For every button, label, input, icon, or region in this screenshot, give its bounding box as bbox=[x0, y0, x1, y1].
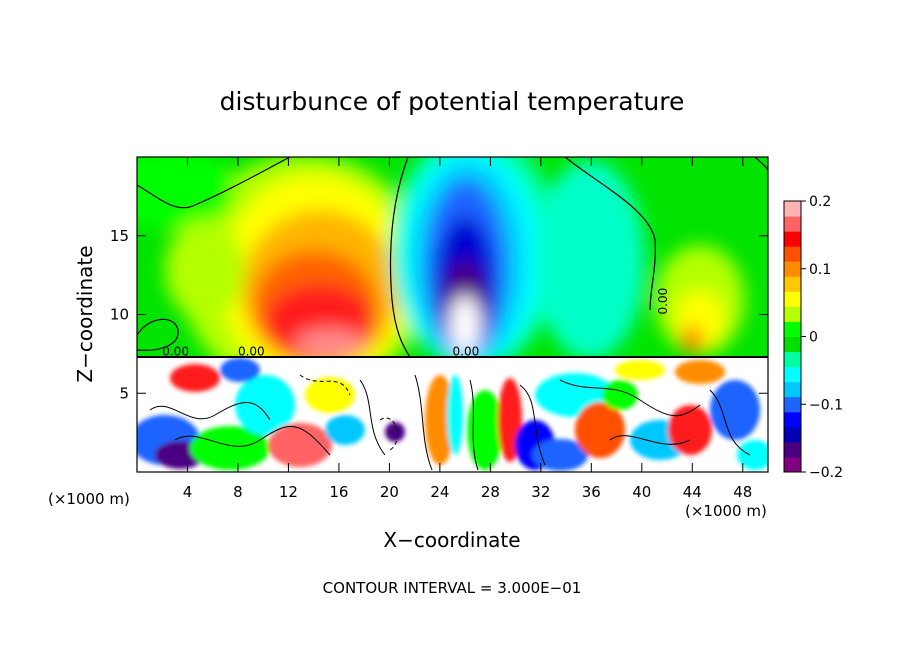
x-tick-label: 24 bbox=[430, 483, 449, 501]
lower-blob bbox=[385, 422, 405, 442]
lower-blob bbox=[737, 440, 768, 470]
lower-blob bbox=[325, 415, 365, 445]
zero-contour-left bbox=[137, 157, 291, 209]
colorbar-cell bbox=[784, 456, 801, 473]
colorbar-tick-label: 0.1 bbox=[809, 262, 831, 278]
x-tick-label: 44 bbox=[683, 483, 702, 501]
colorbar-cell bbox=[784, 426, 801, 443]
upper-field bbox=[137, 157, 745, 395]
cool-right bbox=[535, 160, 645, 360]
zero-contour-corner bbox=[754, 157, 768, 171]
colorbar-cell bbox=[784, 231, 801, 247]
warm-right-red bbox=[682, 326, 702, 354]
lower-blob bbox=[170, 364, 220, 392]
chart-title: disturbunce of potential temperature bbox=[220, 87, 685, 116]
lower-blob bbox=[615, 360, 665, 380]
lower-blob bbox=[190, 426, 270, 470]
lower-blob bbox=[668, 405, 712, 455]
lower-blob bbox=[220, 358, 260, 382]
upper-contours bbox=[137, 157, 768, 358]
colorbar-cell bbox=[784, 396, 801, 413]
contour-labels: 0.00 0.00 0.00 0.00 bbox=[162, 288, 670, 359]
colorbar: 0.2 0.1 0 −0.1 −0.2 bbox=[783, 194, 843, 481]
zero-contour-right bbox=[564, 157, 656, 311]
lower-blob bbox=[467, 390, 503, 470]
lower-blob bbox=[425, 375, 455, 465]
colorbar-cell bbox=[784, 441, 801, 458]
colorbar-cell bbox=[784, 276, 801, 292]
colorbar-cell bbox=[784, 261, 801, 277]
lower-blob bbox=[710, 380, 760, 440]
y-axis: 5 10 15 bbox=[110, 227, 768, 402]
zero-contour-loop bbox=[137, 318, 179, 351]
contour-label: 0.00 bbox=[162, 344, 189, 358]
lower-blob bbox=[675, 360, 725, 384]
contour-label: 0.00 bbox=[656, 288, 670, 315]
contour-label: 0.00 bbox=[238, 344, 265, 358]
colorbar-cell bbox=[784, 306, 801, 322]
warm-pink bbox=[295, 329, 365, 357]
colorbar-tick-label: 0 bbox=[809, 330, 818, 346]
y-tick-label: 10 bbox=[110, 306, 129, 324]
colorbar-cell bbox=[784, 336, 801, 353]
contour-label: 0.00 bbox=[453, 344, 480, 358]
x-tick-label: 8 bbox=[233, 483, 243, 501]
upper-left-green bbox=[137, 157, 235, 230]
plot-area bbox=[137, 157, 768, 472]
colorbar-cell bbox=[784, 351, 801, 368]
lower-blob bbox=[602, 380, 638, 410]
x-tick-label: 16 bbox=[329, 483, 348, 501]
lower-blob bbox=[447, 375, 463, 455]
x-tick-label: 20 bbox=[380, 483, 399, 501]
colorbar-cell bbox=[784, 291, 801, 307]
colorbar-cell bbox=[784, 201, 801, 217]
colorbar-cell bbox=[784, 216, 801, 232]
lower-blob bbox=[532, 439, 588, 471]
colorbar-cell bbox=[784, 246, 801, 262]
cold-core bbox=[449, 295, 481, 355]
colorbar-tick-label: −0.1 bbox=[809, 397, 843, 413]
y-tick-label: 15 bbox=[110, 227, 129, 245]
colorbar-tick-label: 0.2 bbox=[809, 194, 831, 210]
lower-blob bbox=[305, 377, 355, 413]
x-tick-label: 48 bbox=[733, 483, 752, 501]
y-tick-label: 5 bbox=[119, 384, 129, 402]
lower-contours bbox=[149, 374, 751, 471]
x-tick-label: 28 bbox=[481, 483, 500, 501]
x-tick-label: 12 bbox=[279, 483, 298, 501]
x-tick-label: 32 bbox=[531, 483, 550, 501]
x-tick-label: 36 bbox=[582, 483, 601, 501]
lower-field bbox=[137, 357, 768, 472]
contour-interval-footer: CONTOUR INTERVAL = 3.000E−01 bbox=[323, 579, 582, 597]
colorbar-cell bbox=[784, 321, 801, 337]
colorbar-cell bbox=[784, 381, 801, 398]
lower-blob bbox=[268, 423, 332, 467]
x-axis: 4 8 12 16 20 24 28 32 36 40 44 48 bbox=[183, 157, 752, 501]
x-tick-label: 40 bbox=[632, 483, 651, 501]
colorbar-cell bbox=[784, 366, 801, 383]
y-axis-label: Z−coordinate bbox=[73, 245, 97, 382]
left-yellowgreen bbox=[165, 220, 245, 320]
zero-contour-center bbox=[389, 157, 411, 358]
x-axis-label: X−coordinate bbox=[383, 528, 520, 552]
x-tick-label: 4 bbox=[183, 483, 193, 501]
lower-blob bbox=[235, 375, 295, 435]
colorbar-tick-label: −0.2 bbox=[809, 465, 843, 481]
x-unit-right: (×1000 m) bbox=[685, 502, 767, 520]
x-unit-left: (×1000 m) bbox=[48, 490, 130, 508]
lower-blob bbox=[575, 402, 625, 458]
colorbar-cell bbox=[784, 411, 801, 428]
